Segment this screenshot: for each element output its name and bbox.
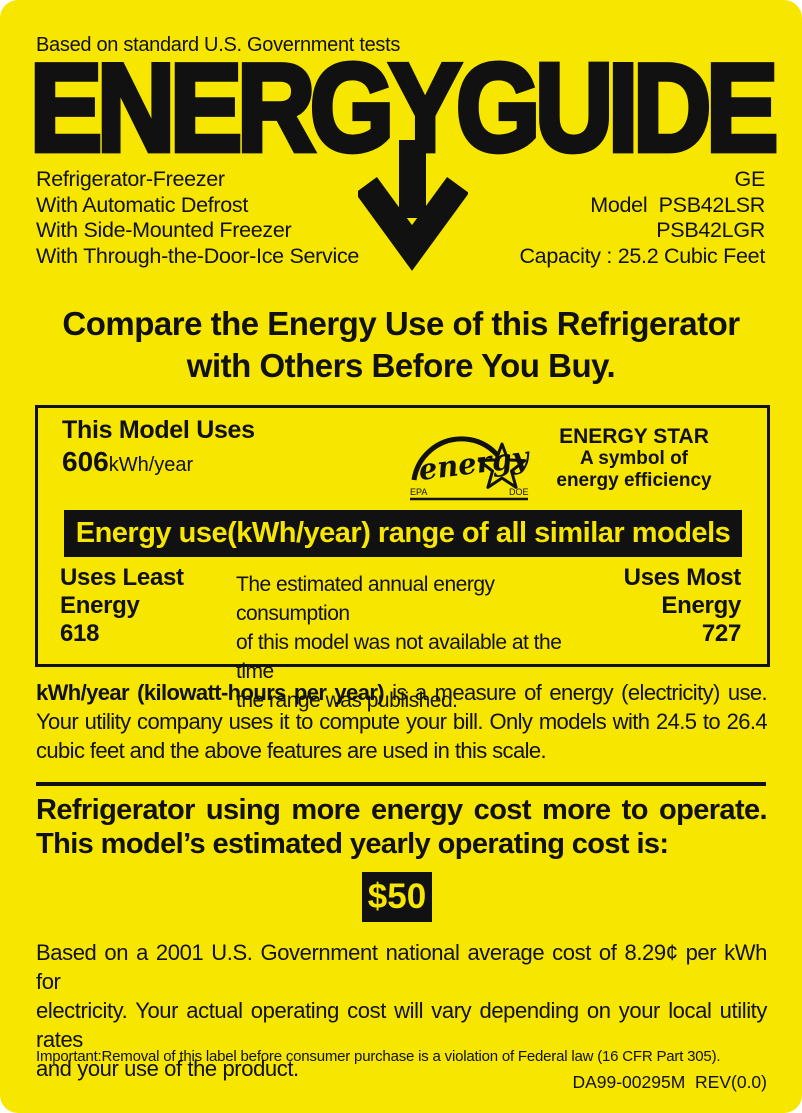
range-note-line: of this model was not available at the t… bbox=[236, 631, 562, 683]
brand-name: GE bbox=[734, 167, 766, 191]
gov-tests-note: Based on standard U.S. Government tests bbox=[36, 34, 401, 56]
operating-cost-heading: Refrigerator using more energy cost more… bbox=[36, 793, 768, 861]
uses-most-line: Uses Most bbox=[623, 564, 742, 591]
energy-star-title: ENERGY STAR bbox=[559, 425, 709, 448]
feature-line: Refrigerator-Freezer bbox=[36, 167, 225, 191]
compare-heading-line1: Compare the Energy Use of this Refrigera… bbox=[62, 305, 740, 342]
operating-cost-heading-line2: This model’s estimated yearly operating … bbox=[36, 828, 669, 860]
document-number: DA99-00295M REV(0.0) bbox=[572, 1072, 767, 1092]
epa-label: EPA bbox=[410, 487, 427, 497]
removal-warning: Important:Removal of this label before c… bbox=[36, 1048, 721, 1065]
feature-line: With Automatic Defrost bbox=[36, 192, 249, 217]
energy-star-caption: ENERGY STAR A symbol of energy efficienc… bbox=[520, 426, 748, 492]
range-note-line: The estimated annual energy consumption bbox=[236, 573, 495, 625]
down-arrow-icon bbox=[358, 140, 468, 271]
operating-cost-heading-line1: Refrigerator using more energy cost more… bbox=[36, 794, 768, 826]
compare-heading: Compare the Energy Use of this Refrigera… bbox=[0, 303, 802, 387]
annual-kwh: 606kWh/year bbox=[62, 446, 193, 478]
kwh-explanation: kWh/year (kilowatt-hours per year) is a … bbox=[36, 678, 768, 765]
energy-use-box: This Model Uses 606kWh/year energy EPA D… bbox=[35, 405, 770, 712]
yearly-cost-badge: $50 bbox=[362, 872, 432, 922]
model-number-2: PSB42LGR bbox=[656, 218, 765, 242]
capacity: Capacity : 25.2 Cubic Feet bbox=[519, 243, 765, 268]
compare-heading-line2: with Others Before You Buy. bbox=[186, 347, 616, 384]
feature-line: With Side-Mounted Freezer bbox=[36, 218, 292, 242]
feature-line: With Through-the-Door-Ice Service bbox=[36, 243, 360, 268]
brand-model-block: GE Model PSB42LSR PSB42LGR Capacity : 25… bbox=[519, 167, 765, 269]
energy-star-logo-icon: energy EPA DOE bbox=[410, 436, 532, 501]
doe-label: DOE bbox=[509, 487, 529, 497]
model-number-1: Model PSB42LSR bbox=[590, 192, 765, 217]
uses-least-block: Uses Least Energy 618 bbox=[60, 564, 184, 648]
uses-most-block: Uses Most Energy 727 bbox=[623, 564, 742, 648]
energy-star-caption-line: A symbol of bbox=[579, 448, 689, 469]
kwh-term: kWh/year (kilowatt-hours per year) bbox=[36, 680, 385, 705]
kwh-explanation-line: cubic feet and the above features are us… bbox=[36, 738, 547, 763]
cost-basis-paragraph: Based on a 2001 U.S. Government national… bbox=[36, 938, 767, 1083]
appliance-features: Refrigerator-Freezer With Automatic Defr… bbox=[36, 167, 359, 269]
range-note: The estimated annual energy consumption … bbox=[236, 570, 566, 715]
this-model-uses-label: This Model Uses bbox=[62, 416, 255, 444]
most-kwh-value: 727 bbox=[701, 620, 741, 647]
range-note-line: the range was published. bbox=[236, 689, 458, 712]
kwh-explanation-line: kWh/year (kilowatt-hours per year) is a … bbox=[36, 678, 768, 707]
cost-basis-line: and your use of the product. bbox=[36, 1056, 299, 1081]
uses-least-line: Uses Least bbox=[60, 564, 184, 591]
kwh-unit: kWh/year bbox=[108, 454, 194, 476]
kwh-def: is a measure of energy (electricity) use… bbox=[384, 680, 768, 705]
section-divider bbox=[36, 782, 766, 786]
uses-most-line: Energy bbox=[661, 592, 741, 619]
cost-basis-line: electricity. Your actual operating cost … bbox=[36, 998, 767, 1052]
kwh-explanation-line: Your utility company uses it to compute … bbox=[36, 709, 768, 734]
energy-star-caption-line: energy efficiency bbox=[556, 470, 712, 491]
range-bar-heading: Energy use(kWh/year) range of all simila… bbox=[64, 510, 742, 557]
kwh-value: 606 bbox=[62, 446, 109, 477]
cost-basis-line: Based on a 2001 U.S. Government national… bbox=[36, 940, 767, 994]
uses-least-line: Energy bbox=[60, 592, 140, 619]
least-kwh-value: 618 bbox=[60, 620, 100, 647]
